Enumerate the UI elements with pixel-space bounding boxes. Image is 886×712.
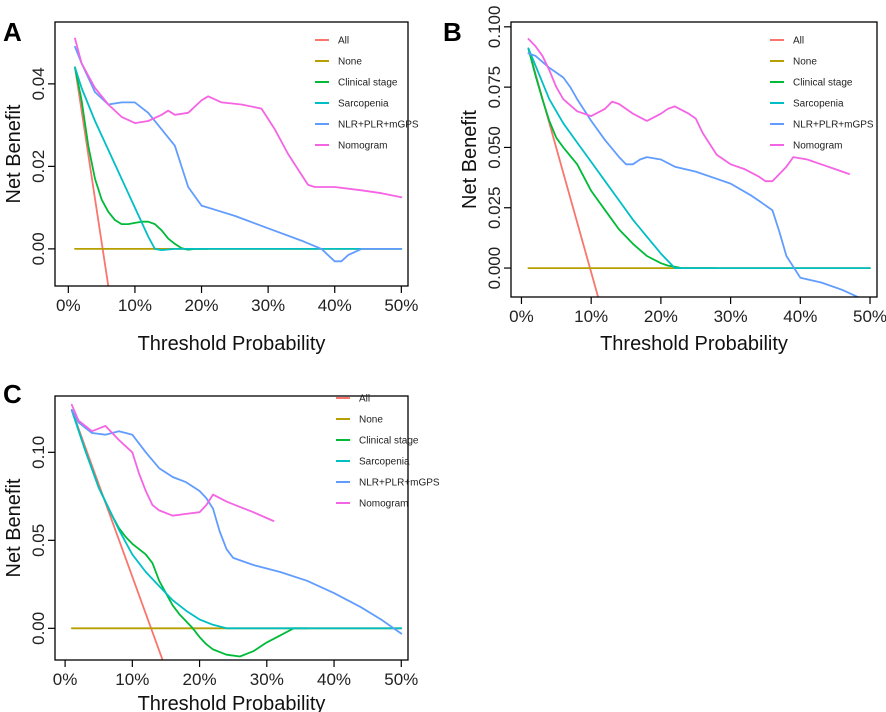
x-tick-label: 30% xyxy=(251,296,285,315)
legend-label-all: All xyxy=(793,36,804,47)
x-axis-title: Threshold Probability xyxy=(138,693,326,712)
y-tick-label: 0.100 xyxy=(485,6,504,49)
plot-frame xyxy=(510,21,878,298)
legend-label-nomogram: Nomogram xyxy=(359,499,408,510)
y-tick-label: 0.04 xyxy=(29,67,48,100)
legend-label-nlr-plr-mgps: NLR+PLR+mGPS xyxy=(359,478,440,489)
y-tick-label: 0.000 xyxy=(485,247,504,290)
x-tick-label: 0% xyxy=(53,670,78,689)
x-axis-title: Threshold Probability xyxy=(600,333,788,355)
panel-letter: C xyxy=(3,379,22,409)
x-tick-label: 50% xyxy=(384,670,418,689)
x-tick-label: 20% xyxy=(183,670,217,689)
y-axis-title: Net Benefit xyxy=(3,478,25,577)
x-tick-label: 0% xyxy=(56,296,81,315)
series-line-sarcopenia xyxy=(527,47,871,270)
series-group xyxy=(74,37,403,286)
series-line-sarcopenia xyxy=(74,66,403,252)
legend-label-none: None xyxy=(359,415,383,426)
y-tick-label: 0.075 xyxy=(485,66,504,109)
y-tick-label: 0.05 xyxy=(29,524,48,557)
series-line-clinical-stage xyxy=(527,47,718,270)
series-line-nlr-plr-mgps xyxy=(527,52,861,297)
x-tick-label: 20% xyxy=(644,307,678,326)
legend-label-clinical-stage: Clinical stage xyxy=(338,78,398,89)
plot-frame xyxy=(54,21,409,287)
x-tick-label: 40% xyxy=(783,307,817,326)
y-tick-label: 0.02 xyxy=(29,150,48,183)
legend: All None Clinical stage Sarcopenia NLR+PLR+m… xyxy=(770,36,874,152)
y-tick-label: 0.10 xyxy=(29,436,48,469)
legend-label-nlr-plr-mgps: NLR+PLR+mGPS xyxy=(338,120,419,131)
y-tick-label: 0.00 xyxy=(29,232,48,265)
x-tick-label: 50% xyxy=(384,296,418,315)
y-tick-label: 0.00 xyxy=(29,612,48,645)
series-line-nomogram xyxy=(70,403,275,522)
legend-label-clinical-stage: Clinical stage xyxy=(359,436,419,447)
legend-label-clinical-stage: Clinical stage xyxy=(793,78,853,89)
legend-label-sarcopenia: Sarcopenia xyxy=(359,457,410,468)
legend-label-none: None xyxy=(793,57,817,68)
panel-letter: A xyxy=(3,17,22,47)
series-line-nomogram xyxy=(527,38,850,183)
y-axis-title: Net Benefit xyxy=(459,110,481,209)
series-line-nlr-plr-mgps xyxy=(70,409,403,635)
series-line-sarcopenia xyxy=(70,409,403,630)
series-line-all xyxy=(70,409,164,660)
legend: All None Clinical stage Sarcopenia NLR+PLR+m… xyxy=(315,36,419,152)
x-tick-label: 50% xyxy=(853,307,886,326)
x-axis-title: Threshold Probability xyxy=(138,333,326,355)
y-tick-label: 0.050 xyxy=(485,126,504,169)
panel-a: A 0% 10% 20% 30% 40% 50% 0.00 0.02 0.04 Threshold … xyxy=(3,17,419,355)
x-tick-label: 20% xyxy=(185,296,219,315)
plot-frame xyxy=(54,395,409,661)
series-line-nlr-plr-mgps xyxy=(74,45,403,263)
x-tick-label: 30% xyxy=(250,670,284,689)
legend-label-none: None xyxy=(338,57,362,68)
legend: All None Clinical stage Sarcopenia NLR+PLR+m… xyxy=(336,394,440,510)
legend-label-sarcopenia: Sarcopenia xyxy=(338,99,389,110)
y-axis-title: Net Benefit xyxy=(3,104,25,203)
x-tick-label: 0% xyxy=(509,307,534,326)
legend-label-nlr-plr-mgps: NLR+PLR+mGPS xyxy=(793,120,874,131)
x-tick-label: 10% xyxy=(574,307,608,326)
series-group xyxy=(527,38,871,297)
y-tick-label: 0.025 xyxy=(485,186,504,229)
series-line-nomogram xyxy=(74,37,403,199)
legend-label-nomogram: Nomogram xyxy=(338,141,387,152)
x-tick-label: 30% xyxy=(714,307,748,326)
legend-label-sarcopenia: Sarcopenia xyxy=(793,99,844,110)
x-tick-label: 10% xyxy=(118,296,152,315)
x-tick-label: 10% xyxy=(115,670,149,689)
legend-label-all: All xyxy=(338,36,349,47)
series-line-clinical-stage xyxy=(70,409,309,658)
panel-c: C 0% 10% 20% 30% 40% 50% 0.00 0.05 0.10 Threshold … xyxy=(3,379,440,712)
x-tick-label: 40% xyxy=(318,296,352,315)
legend-label-all: All xyxy=(359,394,370,405)
x-tick-label: 40% xyxy=(317,670,351,689)
panel-b: B 0% 10% 20% 30% 40% 50% 0.000 0.025 0.050 0.075 0.… xyxy=(443,6,886,355)
series-group xyxy=(70,403,403,660)
panel-letter: B xyxy=(443,17,462,47)
legend-label-nomogram: Nomogram xyxy=(793,141,842,152)
